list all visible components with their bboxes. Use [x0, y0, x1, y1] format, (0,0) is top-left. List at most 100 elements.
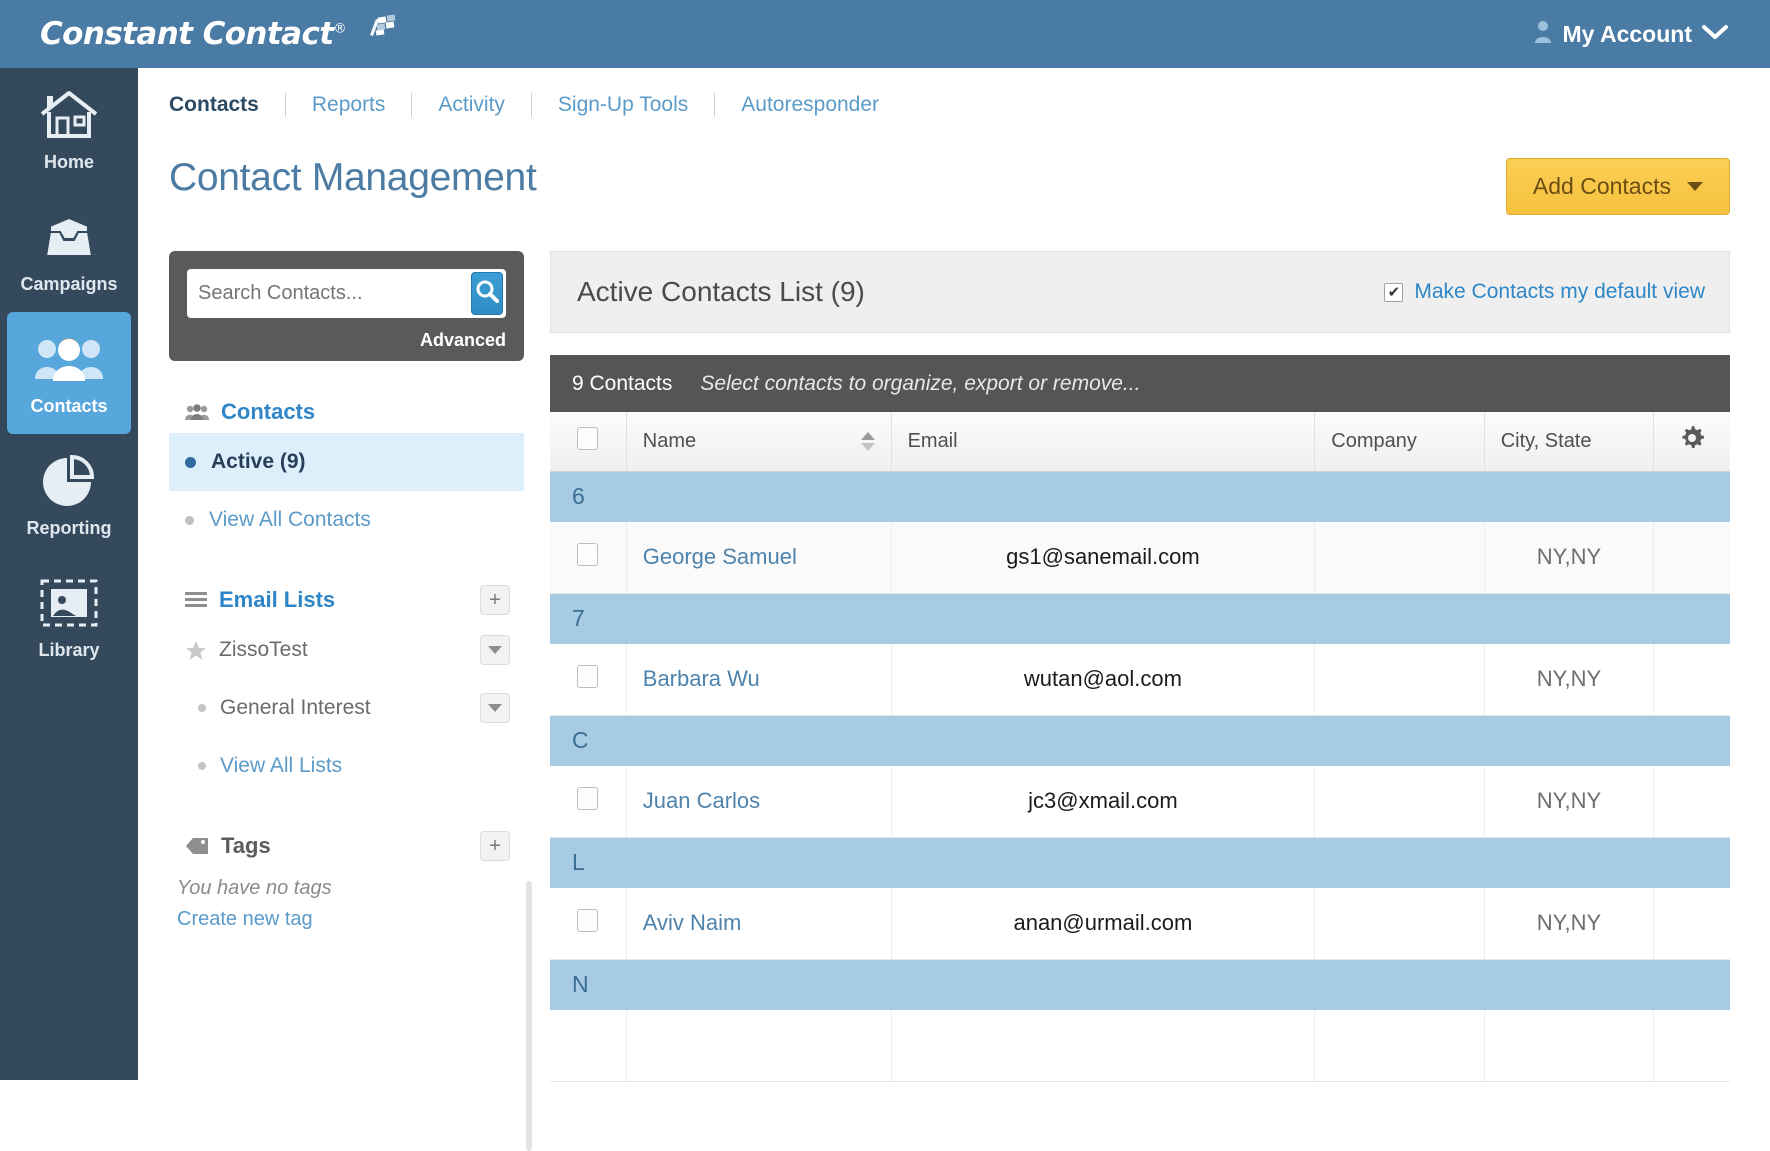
row-city-state: [1484, 1010, 1655, 1082]
search-input[interactable]: [190, 272, 471, 315]
create-new-tag-link[interactable]: Create new tag: [177, 908, 313, 930]
sidebar-scrollbar[interactable]: [526, 881, 532, 1151]
sidebar-email-lists-heading[interactable]: Email Lists +: [169, 579, 524, 621]
row-checkbox[interactable]: [577, 542, 599, 566]
tab-autoresponder[interactable]: Autoresponder: [741, 93, 880, 116]
tag-icon: [185, 837, 209, 855]
row-name[interactable]: Aviv Naim: [626, 888, 892, 960]
row-checkbox[interactable]: [577, 664, 599, 688]
sidebar-item-view-all-lists[interactable]: View All Lists: [169, 737, 524, 795]
content-columns: Advanced Contacts Active (: [138, 215, 1770, 1151]
table-row-partial[interactable]: [550, 1010, 1730, 1082]
bullet-icon: [198, 704, 206, 712]
row-extra: [1653, 766, 1730, 838]
table-row[interactable]: George Samuel gs1@sanemail.com NY,NY: [550, 522, 1730, 594]
chevron-down-icon: [488, 704, 502, 712]
default-view-checkbox[interactable]: ✔: [1384, 282, 1404, 302]
user-avatar-icon: [1533, 20, 1553, 49]
tab-divider: [714, 93, 716, 117]
tab-contacts[interactable]: Contacts: [169, 93, 259, 116]
row-select-cell[interactable]: [550, 1010, 627, 1082]
group-header-row: C: [550, 715, 1730, 766]
row-extra: [1653, 1010, 1730, 1082]
group-header-row: L: [550, 837, 1730, 888]
tab-reports[interactable]: Reports: [311, 93, 386, 116]
sort-arrows-icon[interactable]: [860, 431, 875, 451]
row-extra: [1653, 888, 1730, 960]
sidebar-item-zissotest[interactable]: ZissoTest: [169, 621, 524, 679]
section-tabs: Contacts Reports Activity Sign-Up Tools …: [138, 68, 1770, 118]
row-name[interactable]: Juan Carlos: [626, 766, 892, 838]
list-lines-icon: [185, 591, 207, 609]
column-settings-header[interactable]: [1653, 412, 1730, 472]
row-select-cell[interactable]: [550, 888, 627, 960]
people-group-icon: [185, 403, 209, 421]
page-header: Contact Management Add Contacts: [138, 118, 1770, 215]
row-name[interactable]: [626, 1010, 892, 1082]
my-account-menu[interactable]: My Account: [1533, 20, 1728, 49]
zissotest-dropdown-button[interactable]: [480, 635, 510, 665]
select-all-checkbox[interactable]: [577, 426, 599, 450]
column-header-name[interactable]: Name: [626, 412, 892, 472]
active-contacts-list-title: Active Contacts List (9): [577, 276, 865, 307]
table-toolbar-hint: Select contacts to organize, export or r…: [700, 371, 1141, 395]
sidebar-item-general-interest[interactable]: General Interest: [169, 679, 524, 737]
make-default-view-toggle[interactable]: ✔ Make Contacts my default view: [1384, 280, 1705, 304]
main-content: Contacts Reports Activity Sign-Up Tools …: [138, 68, 1770, 1151]
sidebar-item-view-all-lists-label: View All Lists: [220, 754, 343, 777]
general-interest-dropdown-button[interactable]: [480, 693, 510, 723]
add-tag-button[interactable]: +: [480, 831, 510, 861]
row-name[interactable]: George Samuel: [626, 522, 892, 594]
search-button[interactable]: [471, 272, 503, 315]
table-row[interactable]: Aviv Naim anan@urmail.com NY,NY: [550, 888, 1730, 960]
row-email: gs1@sanemail.com: [891, 522, 1316, 594]
row-checkbox[interactable]: [577, 908, 599, 932]
search-icon: [474, 278, 500, 309]
row-name[interactable]: Barbara Wu: [626, 644, 892, 716]
row-select-cell[interactable]: [550, 766, 627, 838]
chevron-down-icon: [1687, 182, 1703, 191]
advanced-search-link[interactable]: Advanced: [419, 330, 506, 350]
tab-sign-up-tools[interactable]: Sign-Up Tools: [557, 93, 689, 116]
row-city-state: NY,NY: [1484, 522, 1655, 594]
column-header-city-state[interactable]: City, State: [1484, 412, 1655, 472]
row-company: [1314, 766, 1485, 838]
column-header-company[interactable]: Company: [1314, 412, 1485, 472]
row-extra: [1653, 522, 1730, 594]
rail-item-reporting[interactable]: Reporting: [0, 434, 138, 556]
sidebar-contacts-heading[interactable]: Contacts: [169, 391, 524, 433]
add-contacts-button[interactable]: Add Contacts: [1505, 158, 1730, 215]
rail-label-library: Library: [38, 639, 100, 660]
sidebar-tags-heading[interactable]: Tags +: [169, 825, 524, 867]
add-email-list-button[interactable]: +: [480, 585, 510, 615]
tab-divider: [530, 93, 532, 117]
row-select-cell[interactable]: [550, 522, 627, 594]
tab-activity[interactable]: Activity: [438, 93, 505, 116]
rail-item-home[interactable]: Home: [0, 68, 138, 190]
bullet-icon: [185, 515, 194, 525]
rail-item-library[interactable]: Library: [0, 556, 138, 678]
rail-item-campaigns[interactable]: Campaigns: [0, 190, 138, 312]
chevron-down-icon: [1702, 24, 1728, 45]
rail-item-contacts[interactable]: Contacts: [7, 312, 131, 434]
contacts-count: 9 Contacts: [572, 371, 673, 395]
tags-empty-text: You have no tags: [177, 877, 332, 899]
bullet-icon: [185, 456, 196, 468]
row-extra: [1653, 644, 1730, 716]
gear-icon[interactable]: [1677, 426, 1707, 458]
table-row[interactable]: Barbara Wu wutan@aol.com NY,NY: [550, 644, 1730, 716]
select-all-header[interactable]: [550, 412, 627, 472]
column-header-email[interactable]: Email: [891, 412, 1316, 472]
row-select-cell[interactable]: [550, 644, 627, 716]
sidebar-item-active[interactable]: Active (9): [169, 433, 524, 491]
home-icon: [38, 86, 100, 144]
row-company: [1314, 1010, 1485, 1082]
contacts-sidebar: Advanced Contacts Active (: [169, 251, 532, 1151]
sidebar-tags-section: Tags + You have no tags Create new tag: [169, 825, 524, 931]
sidebar-item-view-all-contacts[interactable]: View All Contacts: [169, 491, 524, 549]
group-label: 7: [550, 593, 1730, 644]
row-checkbox[interactable]: [577, 786, 599, 810]
brand-logo[interactable]: Constant Contact®: [40, 13, 402, 52]
table-row[interactable]: Juan Carlos jc3@xmail.com NY,NY: [550, 766, 1730, 838]
rail-label-home: Home: [43, 151, 94, 172]
